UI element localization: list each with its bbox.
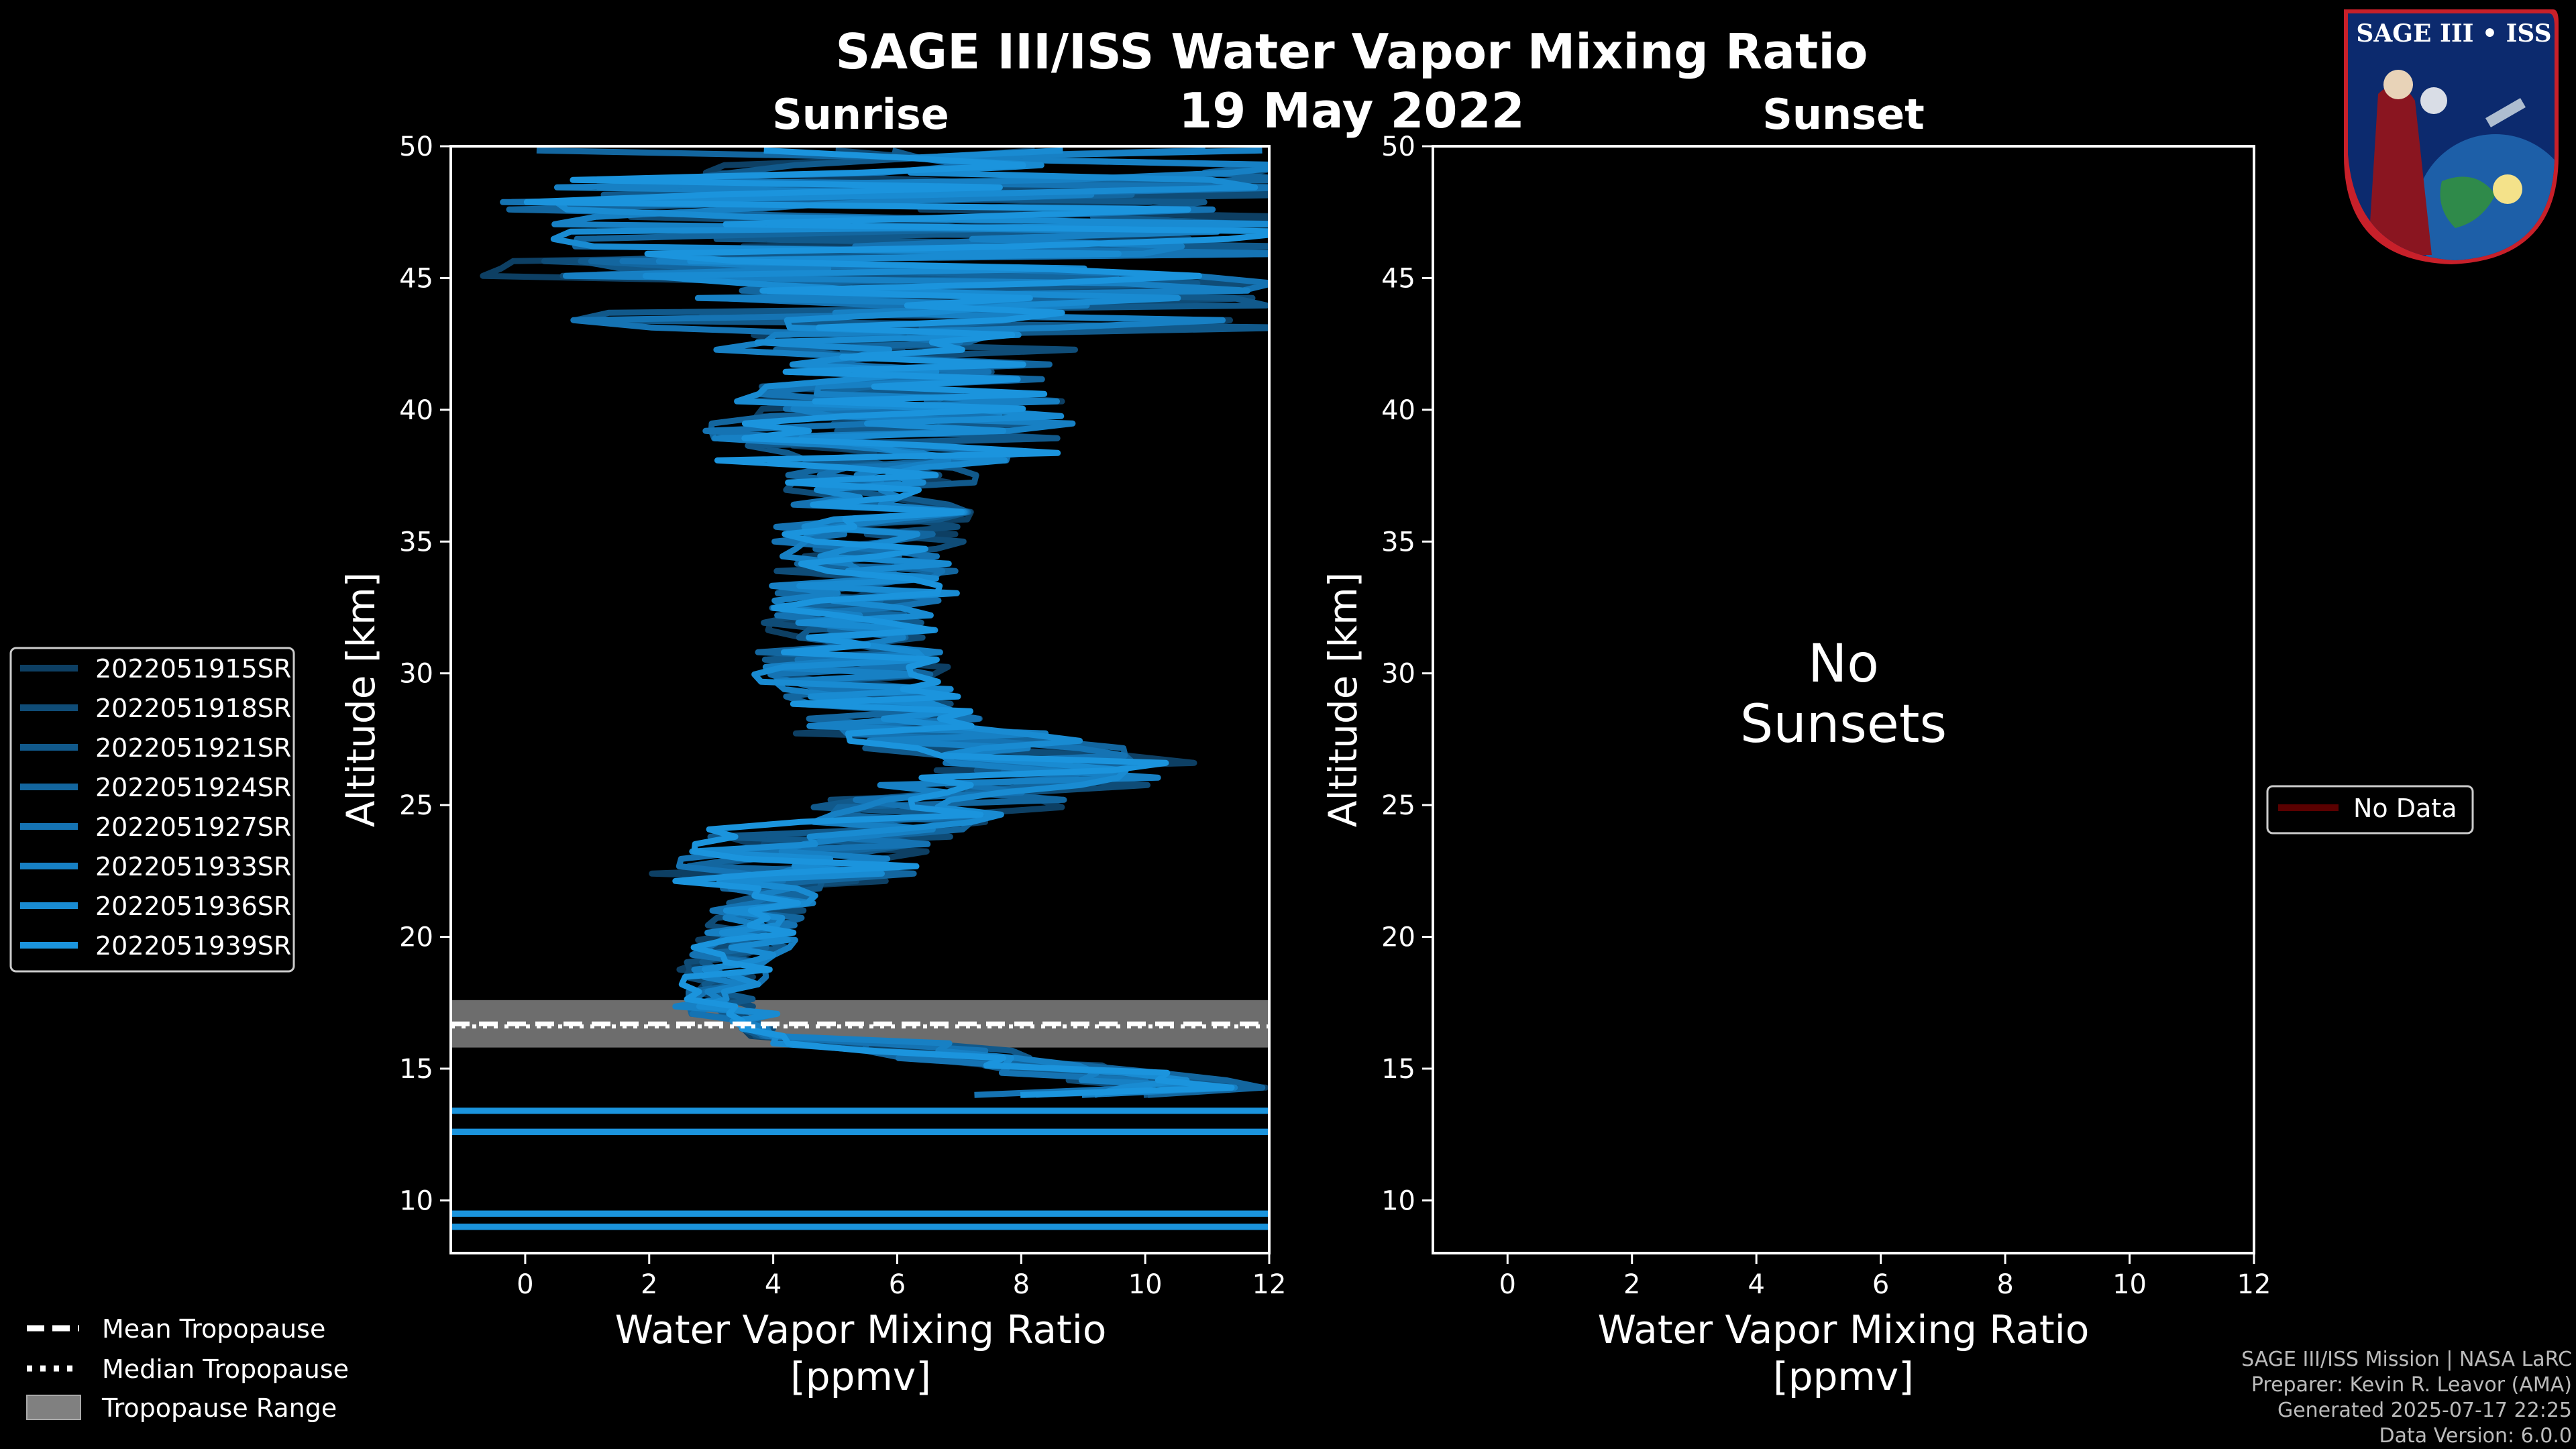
tropopause-range-label: Tropopause Range xyxy=(101,1393,337,1423)
sunset-xlabel: Water Vapor Mixing Ratio xyxy=(1598,1307,2090,1352)
credit-version: Data Version: 6.0.0 xyxy=(2379,1424,2572,1448)
y-tick-label: 10 xyxy=(399,1185,433,1216)
legend-label-2022051939SR: 2022051939SR xyxy=(95,931,291,961)
sunrise-xlabel: Water Vapor Mixing Ratio xyxy=(615,1307,1107,1352)
y-tick-label: 20 xyxy=(1381,922,1415,953)
credits: SAGE III/ISS Mission | NASA LaRC Prepare… xyxy=(2241,1348,2572,1448)
sunrise-plot-frame xyxy=(449,145,1271,1254)
x-tick-label: 2 xyxy=(1623,1269,1640,1300)
y-tick-label: 45 xyxy=(1381,263,1415,294)
credit-preparer: Preparer: Kevin R. Leavor (AMA) xyxy=(2251,1373,2572,1397)
logo-station xyxy=(2485,98,2526,127)
x-tick-label: 8 xyxy=(1013,1269,1030,1300)
y-tick-label: 50 xyxy=(399,131,433,162)
median-tropopause-label: Median Tropopause xyxy=(102,1354,349,1384)
sunset-panel-title: Sunset xyxy=(1762,90,1925,139)
logo-sun xyxy=(2493,174,2522,204)
y-tick-label: 15 xyxy=(1381,1054,1415,1085)
y-tick-label: 10 xyxy=(1381,1185,1415,1216)
x-tick-label: 12 xyxy=(1252,1269,1287,1300)
logo-earth xyxy=(2415,134,2555,260)
x-tick-label: 10 xyxy=(2112,1269,2147,1300)
legend-label-2022051927SR: 2022051927SR xyxy=(95,812,291,842)
y-tick-label: 40 xyxy=(399,395,433,426)
credit-mission: SAGE III/ISS Mission | NASA LaRC xyxy=(2241,1348,2572,1371)
x-tick-label: 6 xyxy=(889,1269,906,1300)
y-tick-label: 35 xyxy=(399,527,433,557)
y-tick-label: 20 xyxy=(399,922,433,953)
logo-text: SAGE III • ISS xyxy=(2356,19,2551,48)
legend-label-2022051915SR: 2022051915SR xyxy=(95,654,291,684)
y-tick-label: 30 xyxy=(399,659,433,690)
sunset-xlabel-units: [ppmv] xyxy=(1773,1354,1914,1399)
x-tick-label: 10 xyxy=(1128,1269,1163,1300)
sunrise-legend-box xyxy=(9,647,295,973)
chart-title: SAGE III/ISS Water Vapor Mixing Ratio xyxy=(835,23,1868,80)
legend-label-2022051918SR: 2022051918SR xyxy=(95,694,291,723)
y-tick-label: 35 xyxy=(1381,527,1415,557)
x-tick-label: 4 xyxy=(1748,1269,1764,1300)
tropopause-range-swatch xyxy=(26,1395,81,1420)
credit-generated: Generated 2025-07-17 22:25 xyxy=(2277,1399,2572,1422)
x-tick-label: 12 xyxy=(2237,1269,2271,1300)
sunrise-panel: 0 2 4 6 8 10 12 10 15 20 25 30 35 40 45 50 Water Vapor… xyxy=(338,131,1287,1399)
x-tick-label: 2 xyxy=(641,1269,657,1300)
legend-label-2022051921SR: 2022051921SR xyxy=(95,733,291,763)
sunrise-ylabel: Altitude [km] xyxy=(338,572,384,827)
y-tick-label: 40 xyxy=(1381,395,1415,426)
tropopause-legend: Mean Tropopause Median Tropopause Tropop… xyxy=(26,1314,349,1423)
y-tick-label: 25 xyxy=(399,790,433,821)
series-line-2022051939SR xyxy=(451,147,1269,1230)
sunset-ylabel: Altitude [km] xyxy=(1320,572,1366,827)
x-tick-label: 0 xyxy=(517,1269,533,1300)
logo-figure xyxy=(2368,85,2432,255)
x-tick-label: 4 xyxy=(765,1269,782,1300)
sunset-legend-box xyxy=(2266,785,2474,835)
x-tick-label: 8 xyxy=(1996,1269,2013,1300)
y-tick-label: 50 xyxy=(1381,131,1415,162)
legend-label-2022051936SR: 2022051936SR xyxy=(95,892,291,921)
x-tick-label: 6 xyxy=(1872,1269,1889,1300)
y-tick-label: 15 xyxy=(399,1054,433,1085)
no-sunsets-line1: No xyxy=(1808,634,1879,694)
sunset-plot-frame xyxy=(1432,145,2255,1254)
y-tick-label: 30 xyxy=(1381,659,1415,690)
sunrise-panel-title: Sunrise xyxy=(772,90,949,139)
sunrise-xlabel-units: [ppmv] xyxy=(790,1354,931,1399)
x-tick-label: 0 xyxy=(1499,1269,1516,1300)
no-data-label: No Data xyxy=(2353,794,2457,823)
y-tick-label: 25 xyxy=(1381,790,1415,821)
y-tick-label: 45 xyxy=(399,263,433,294)
sunset-legend: No Data xyxy=(2266,785,2474,835)
no-sunsets-line2: Sunsets xyxy=(1740,694,1947,755)
legend-label-2022051924SR: 2022051924SR xyxy=(95,773,291,802)
logo-moon xyxy=(2420,87,2447,114)
chart-date: 19 May 2022 xyxy=(1179,83,1525,139)
sage-iii-iss-logo: SAGE III • ISS xyxy=(2344,9,2559,264)
mean-tropopause-label: Mean Tropopause xyxy=(102,1314,325,1344)
legend-label-2022051933SR: 2022051933SR xyxy=(95,852,291,881)
sunrise-legend: 2022051915SR 2022051918SR 2022051921SR 2022… xyxy=(9,647,295,973)
